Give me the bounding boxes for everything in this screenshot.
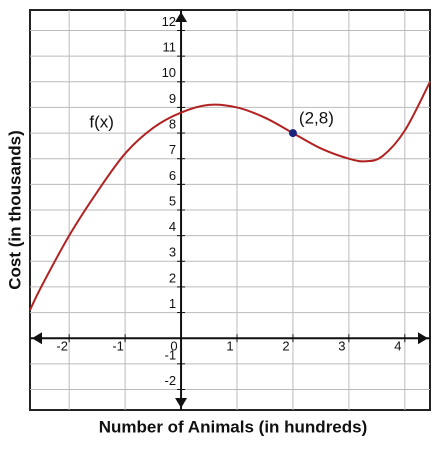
point-label: (2,8) [299, 109, 334, 128]
y-tick-label: -1 [164, 347, 176, 362]
y-tick-label: 7 [169, 142, 176, 157]
y-tick-label: 8 [169, 117, 176, 132]
curve-label: f(x) [89, 112, 114, 131]
y-axis-title: Cost (in thousands) [5, 130, 24, 290]
axis-arrow [175, 12, 188, 22]
y-tick-label: -2 [164, 373, 176, 388]
x-tick-label: 4 [394, 339, 401, 354]
y-tick-label: 3 [169, 245, 176, 260]
axis-arrow [418, 332, 428, 345]
point-marker [288, 129, 297, 138]
y-tick-label: 5 [169, 193, 176, 208]
y-tick-label: 2 [169, 270, 176, 285]
y-tick-label: 12 [162, 14, 176, 29]
y-tick-label: 4 [169, 219, 176, 234]
y-tick-label: 9 [169, 91, 176, 106]
y-tick-label: 10 [162, 65, 176, 80]
axis-arrow [32, 332, 42, 345]
axis-arrow [175, 398, 188, 408]
y-tick-label: 1 [169, 296, 176, 311]
x-tick-label: 3 [338, 339, 345, 354]
y-tick-label: 6 [169, 168, 176, 183]
curve [29, 81, 431, 311]
x-tick-label: -1 [112, 339, 124, 354]
x-tick-label: 1 [226, 339, 233, 354]
x-tick-label: 2 [282, 339, 289, 354]
x-tick-label: -2 [56, 339, 68, 354]
y-tick-label: 11 [163, 40, 177, 55]
grid [30, 10, 430, 410]
x-axis-title: Number of Animals (in hundreds) [99, 417, 368, 436]
x-tick-label: 0 [170, 339, 177, 354]
